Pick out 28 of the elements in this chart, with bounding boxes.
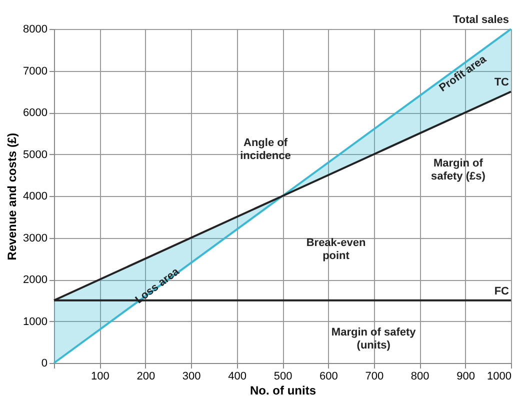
annotation: Margin of safety (units) — [331, 326, 417, 352]
y-tick-label: 1000 — [23, 316, 48, 328]
x-tick-label: 300 — [182, 370, 201, 382]
y-tick-label: 5000 — [23, 148, 48, 161]
y-tick-label: 7000 — [23, 65, 48, 78]
x-tick-label: 400 — [228, 370, 246, 382]
annotation: Break-even point — [306, 236, 366, 262]
x-tick-label: 1000 — [487, 370, 512, 382]
series-label: Total sales — [452, 14, 509, 26]
y-tick-label: 2000 — [23, 274, 48, 286]
annotation: Margin of safety (£s) — [430, 158, 486, 183]
y-tick-label: 0 — [41, 358, 48, 370]
x-tick-label: 700 — [365, 370, 384, 382]
series-label: TC — [494, 76, 510, 89]
y-axis-title: Revenue and costs (£) — [5, 132, 20, 260]
y-tick-label: 3000 — [23, 232, 48, 244]
x-tick-label: 800 — [410, 370, 430, 382]
x-tick-label: 900 — [456, 370, 475, 382]
x-axis-title: No. of units — [250, 384, 316, 398]
y-tick-label: 4000 — [23, 190, 48, 202]
y-tick-label: 8000 — [23, 24, 48, 36]
y-tick-label: 6000 — [23, 107, 48, 119]
x-tick-label: 100 — [91, 370, 110, 382]
x-tick-label: 600 — [320, 370, 338, 382]
x-tick-label: 500 — [274, 370, 292, 382]
series-label: FC — [494, 285, 510, 298]
annotation: Angle of incidence — [240, 136, 291, 162]
x-tick-label: 200 — [136, 370, 156, 382]
